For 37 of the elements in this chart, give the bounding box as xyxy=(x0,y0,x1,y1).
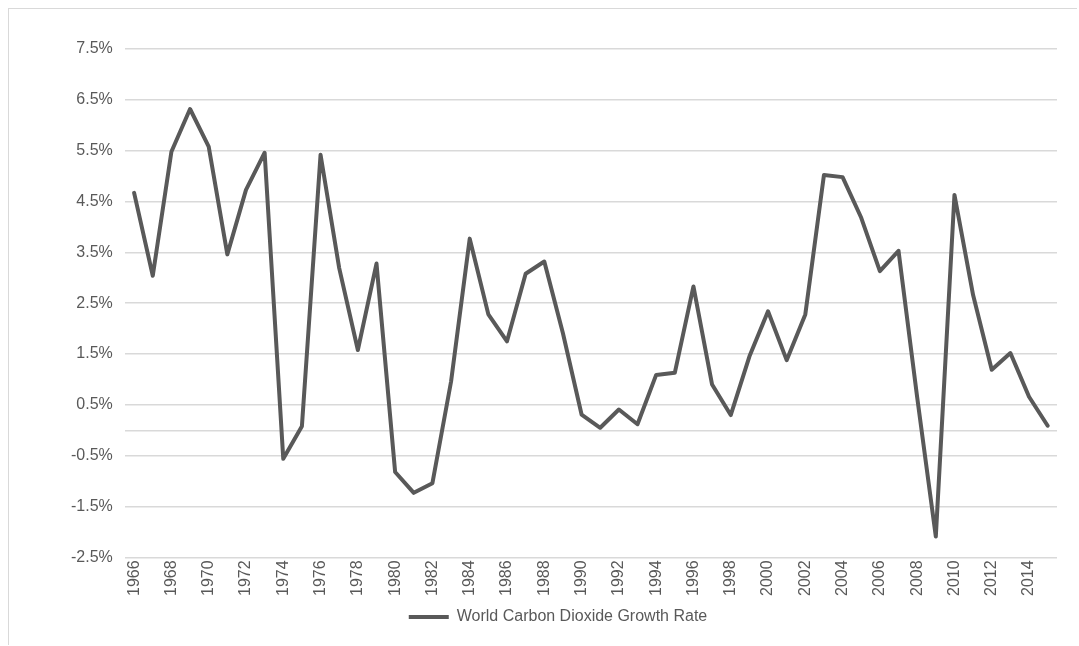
x-tick-label: 1988 xyxy=(534,560,552,596)
y-tick-label: 6.5% xyxy=(76,90,113,108)
y-tick-label: -0.5% xyxy=(71,446,113,464)
x-tick-label: 1968 xyxy=(161,560,179,596)
x-tick-label: 1984 xyxy=(460,560,478,596)
y-tick-label: 4.5% xyxy=(76,191,113,209)
x-tick-label: 2012 xyxy=(982,560,1000,596)
x-tick-label: 1992 xyxy=(609,560,627,596)
y-tick-label: 0.5% xyxy=(76,395,113,413)
x-tick-label: 1994 xyxy=(646,560,664,596)
x-tick-label: 1986 xyxy=(497,560,515,596)
x-tick-label: 1976 xyxy=(310,560,328,596)
x-tick-label: 1978 xyxy=(348,560,366,596)
x-tick-label: 1980 xyxy=(385,560,403,596)
x-tick-label: 1974 xyxy=(273,560,291,596)
x-tick-label: 1982 xyxy=(422,560,440,596)
x-tick-label: 2004 xyxy=(833,560,850,596)
y-tick-label: -2.5% xyxy=(71,547,113,565)
x-tick-label: 2010 xyxy=(944,560,962,596)
y-tick-label: 5.5% xyxy=(76,141,113,159)
x-tick-label: 1990 xyxy=(571,560,589,596)
y-tick-label: 2.5% xyxy=(76,293,113,311)
y-tick-label: 7.5% xyxy=(76,39,113,57)
x-tick-label: 1970 xyxy=(199,560,217,596)
y-tick-label: -1.5% xyxy=(71,496,113,514)
y-tick-label: 1.5% xyxy=(76,344,113,362)
x-tick-label: 1972 xyxy=(236,560,254,596)
x-tick-label: 1966 xyxy=(124,560,142,596)
x-tick-label: 1998 xyxy=(721,560,739,596)
x-tick-label: 2000 xyxy=(758,560,776,596)
x-tick-label: 2006 xyxy=(870,560,888,596)
y-tick-label: 3.5% xyxy=(76,242,113,260)
x-tick-label: 2014 xyxy=(1019,560,1037,596)
legend-label: World Carbon Dioxide Growth Rate xyxy=(456,607,708,625)
x-tick-label: 2002 xyxy=(795,560,813,596)
x-tick-label: 1996 xyxy=(683,560,701,596)
x-tick-label: 2008 xyxy=(907,560,925,596)
